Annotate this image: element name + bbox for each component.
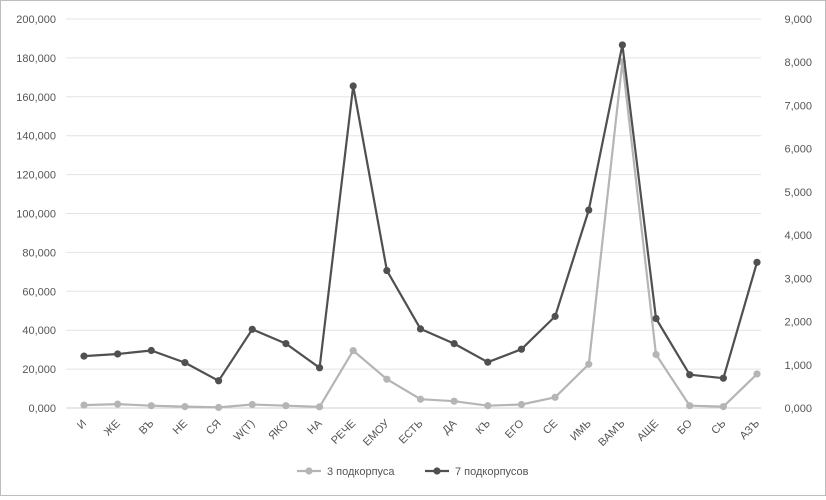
left-tick-label: 60,000 xyxy=(22,286,56,298)
right-tick-label: 9,000 xyxy=(784,14,812,26)
data-point xyxy=(215,403,223,412)
x-tick-label: И xyxy=(75,418,89,432)
data-point xyxy=(416,325,425,333)
data-point xyxy=(719,403,727,411)
left-tick-label: 40,000 xyxy=(22,325,56,337)
data-point xyxy=(585,360,593,368)
right-tick-label: 2,000 xyxy=(784,317,812,329)
data-point xyxy=(147,402,155,410)
data-point xyxy=(383,375,391,383)
data-point xyxy=(181,359,189,367)
right-tick-label: 6,000 xyxy=(784,144,812,156)
data-point xyxy=(416,395,425,403)
data-point xyxy=(349,82,357,90)
data-point xyxy=(450,339,458,348)
gridlines xyxy=(66,18,761,409)
data-point xyxy=(215,377,223,385)
x-tick-label: W(Т) xyxy=(232,418,258,444)
data-point xyxy=(80,352,88,360)
left-tick-label: 20,000 xyxy=(22,364,56,376)
data-point xyxy=(315,403,324,411)
x-tick-label: ЯКО xyxy=(266,417,291,442)
data-point xyxy=(517,400,526,409)
data-point xyxy=(686,402,694,410)
x-tick-label: ЕГО xyxy=(503,417,527,441)
data-point xyxy=(147,346,155,355)
data-point xyxy=(585,206,593,214)
data-point xyxy=(517,345,526,353)
right-tick-label: 4,000 xyxy=(784,230,812,242)
legend-label: 3 подкорпуса xyxy=(327,466,395,478)
legend-marker xyxy=(305,467,313,475)
x-tick-label: АЗЪ xyxy=(738,417,763,442)
data-point xyxy=(551,312,559,320)
x-tick-label: ЕСТЬ xyxy=(397,418,426,447)
data-point xyxy=(618,41,627,49)
right-axis-tick-labels: 0,000 1,000 2,000 3,000 4,000 5,000 6,000 7,000… xyxy=(784,14,812,415)
right-tick-label: 5,000 xyxy=(784,187,812,199)
x-axis-tick-labels: И ЖЕ ВЪ НЕ СЯ W(Т) ЯКО НА РЕЧЕ ЕМОУ ЕСТЬ ДА КЪ ЕГО СЕ И… xyxy=(75,417,762,449)
data-point xyxy=(484,358,492,366)
left-axis-tick-labels: 0,000 20,000 40,000 60,000 80,000 100,000 120,… xyxy=(16,14,56,415)
data-point xyxy=(719,374,727,382)
data-point xyxy=(80,401,88,409)
data-point xyxy=(181,403,189,411)
legend-label: 7 подкорпусов xyxy=(455,466,529,478)
x-tick-label: СЯ xyxy=(204,418,224,438)
right-tick-label: 7,000 xyxy=(784,100,812,112)
data-point xyxy=(652,350,660,359)
right-tick-label: 8,000 xyxy=(784,57,812,69)
x-tick-label: СЬ xyxy=(709,418,728,437)
x-tick-label: СЕ xyxy=(541,418,560,437)
left-tick-label: 180,000 xyxy=(16,53,56,65)
x-tick-label: ЕМОУ xyxy=(361,417,393,449)
data-point xyxy=(753,258,761,266)
right-tick-label: 1,000 xyxy=(784,360,812,372)
right-tick-label: 3,000 xyxy=(784,273,812,285)
x-tick-label: РЕЧЕ xyxy=(329,418,358,447)
left-tick-label: 140,000 xyxy=(16,131,56,143)
x-tick-label: НЕ xyxy=(171,418,190,437)
x-tick-label: БО xyxy=(675,417,695,437)
x-tick-label: ИМЬ xyxy=(568,418,594,444)
data-point xyxy=(551,393,559,401)
left-tick-label: 160,000 xyxy=(16,92,56,104)
data-point xyxy=(282,402,290,410)
data-point xyxy=(248,400,256,409)
x-tick-label: АЩЕ xyxy=(635,418,661,444)
data-point xyxy=(315,364,324,372)
data-point xyxy=(114,350,122,358)
data-point xyxy=(114,400,122,408)
data-point xyxy=(349,347,357,355)
data-point xyxy=(248,325,256,333)
left-tick-label: 120,000 xyxy=(16,170,56,182)
data-point xyxy=(484,402,492,410)
data-point xyxy=(753,370,761,378)
x-tick-label: ЖЕ xyxy=(102,418,123,439)
data-point xyxy=(652,314,660,323)
left-tick-label: 100,000 xyxy=(16,209,56,221)
x-tick-label: НА xyxy=(305,417,325,437)
data-point xyxy=(450,397,458,405)
x-tick-label: КЪ xyxy=(474,417,493,436)
x-tick-label: ВЪ xyxy=(137,417,157,437)
right-tick-label: 0,000 xyxy=(784,403,812,415)
data-point xyxy=(383,266,391,275)
left-tick-label: 80,000 xyxy=(22,247,56,259)
x-tick-label: ДА xyxy=(440,417,459,436)
x-tick-label: ВАМЪ xyxy=(596,417,627,448)
series-layer xyxy=(80,41,761,412)
data-point xyxy=(686,371,694,379)
left-tick-label: 200,000 xyxy=(16,14,56,26)
legend: 3 подкорпуса 7 подкорпусов xyxy=(297,466,529,478)
data-point xyxy=(282,339,290,348)
legend-marker xyxy=(433,467,441,475)
left-tick-label: 0,000 xyxy=(28,403,56,415)
